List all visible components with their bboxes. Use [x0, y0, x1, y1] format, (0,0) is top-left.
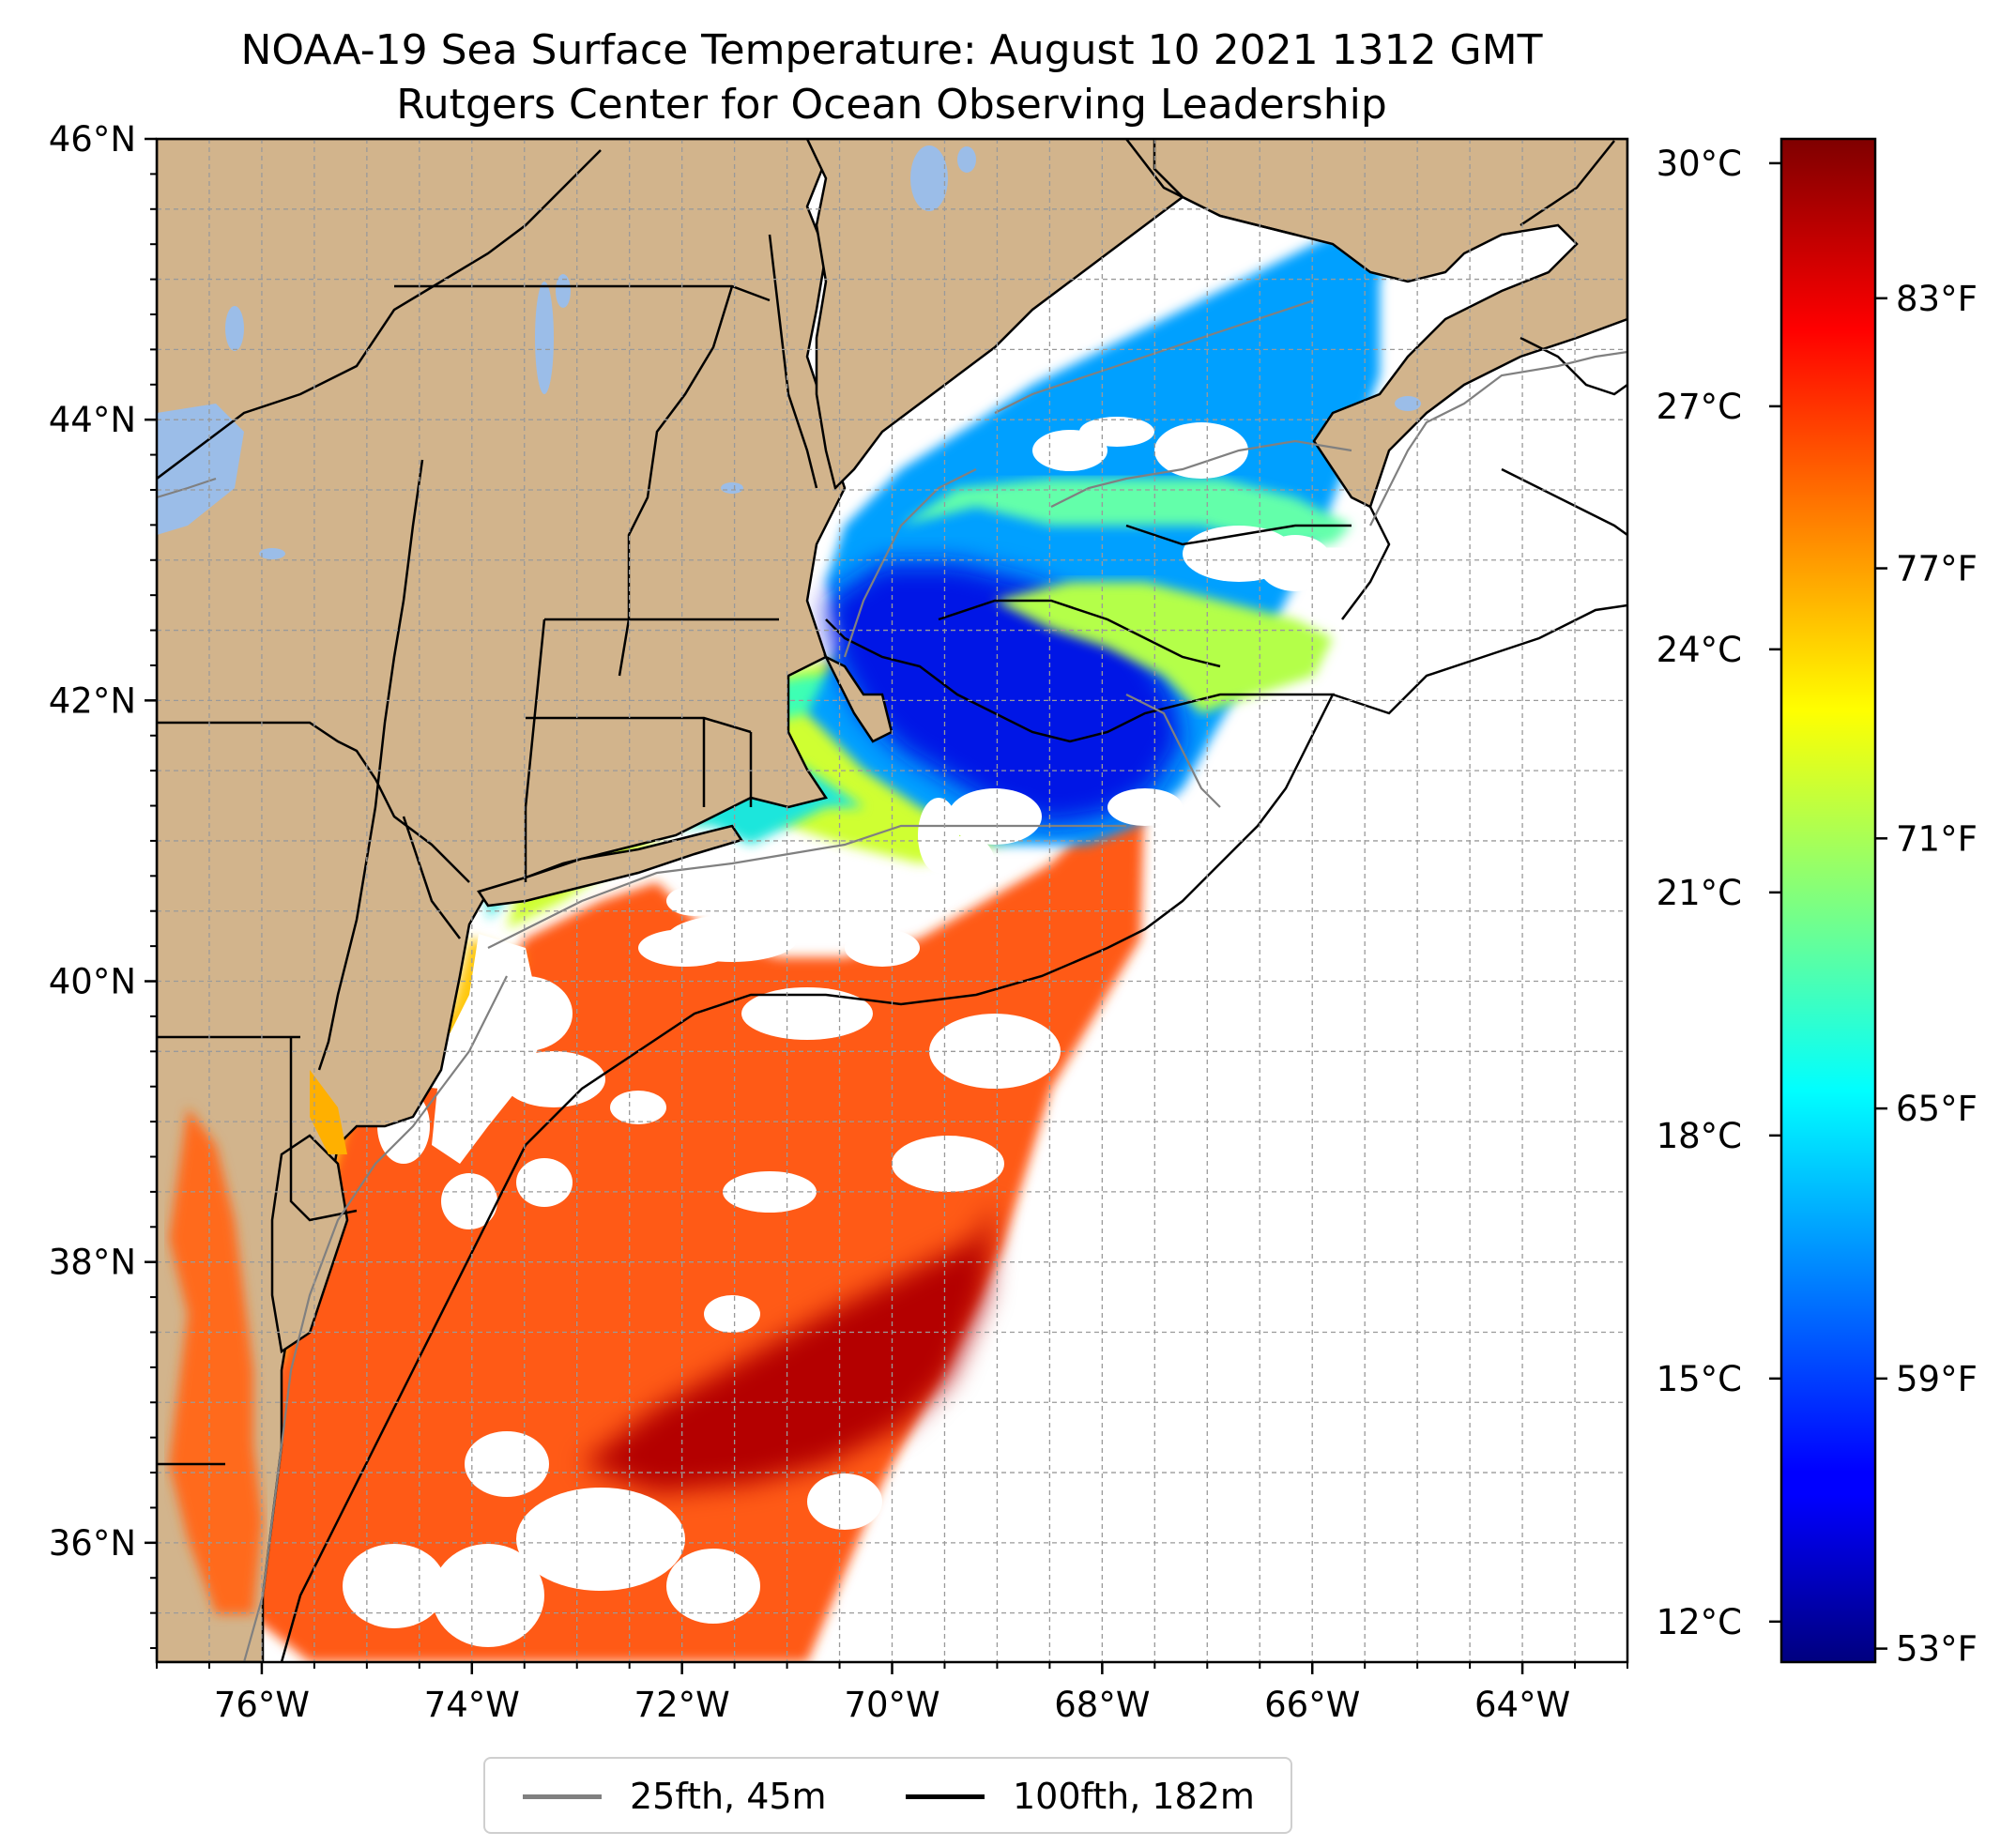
lon-tick-label: 70°W: [844, 1685, 939, 1725]
map-area: [157, 139, 1627, 1662]
land-maine-coast: [805, 139, 1184, 491]
celsius-tick-label: 24°C: [1657, 630, 1742, 670]
land: [157, 139, 1627, 1662]
chart-title: NOAA-19 Sea Surface Temperature: August …: [240, 26, 1543, 74]
lat-tick-label: 44°N: [49, 400, 136, 440]
colorbar-axes: 30°C 27°C 24°C 21°C 18°C 15°C 12°C 83°F 77°F 71°F…: [1657, 144, 1978, 1670]
lat-tick-label: 42°N: [49, 680, 136, 721]
sst-hot-core: [582, 1201, 995, 1492]
fahrenheit-tick-label: 59°F: [1896, 1359, 1978, 1399]
lon-tick-label: 66°W: [1264, 1685, 1360, 1725]
celsius-tick-label: 18°C: [1657, 1116, 1742, 1156]
fahrenheit-tick-label: 77°F: [1896, 549, 1978, 589]
lon-tick-label: 72°W: [634, 1685, 730, 1725]
fahrenheit-tick-label: 71°F: [1896, 818, 1978, 859]
fahrenheit-tick-label: 53°F: [1896, 1629, 1978, 1670]
fahrenheit-tick-label: 83°F: [1896, 279, 1978, 319]
legend-label-25fth: 25fth, 45m: [630, 1776, 827, 1817]
celsius-tick-label: 30°C: [1657, 144, 1742, 184]
colorbar: 30°C 27°C 24°C 21°C 18°C 15°C 12°C 83°F 77°F 71°F…: [1657, 137, 1978, 1670]
sst-warm-region: [225, 770, 1145, 1662]
lat-tick-label: 38°N: [49, 1243, 136, 1283]
lat-tick-label: 46°N: [49, 119, 136, 160]
lon-tick-label: 76°W: [214, 1685, 310, 1725]
estuaries: [169, 1070, 347, 1614]
contour-100fth: [280, 336, 1627, 1662]
land-nova-scotia: [1124, 139, 1627, 509]
lat-tick-label: 36°N: [49, 1523, 136, 1564]
lon-tick-label: 64°W: [1474, 1685, 1570, 1725]
legend-swatch-100fth: [906, 1794, 985, 1799]
lon-tick-label: 68°W: [1054, 1685, 1150, 1725]
legend: 25fth, 45m 100fth, 182m: [483, 1757, 1292, 1834]
legend-item-100fth: 100fth, 182m: [906, 1759, 1255, 1834]
legend-item-25fth: 25fth, 45m: [523, 1759, 827, 1834]
celsius-tick-label: 21°C: [1657, 873, 1742, 913]
lon-tick-label: 74°W: [424, 1685, 520, 1725]
colorbar-gradient: [1779, 137, 1877, 1664]
map-axes: 76°W 74°W 72°W 70°W 68°W 66°W 64°W 46°N 44°N 42°N…: [49, 119, 1628, 1725]
land-long-island: [477, 824, 743, 908]
celsius-tick-label: 12°C: [1657, 1602, 1742, 1642]
fahrenheit-tick-label: 65°F: [1896, 1089, 1978, 1129]
chart-subtitle: Rutgers Center for Ocean Observing Leade…: [396, 81, 1387, 129]
legend-swatch-25fth: [523, 1794, 602, 1799]
land-cape-cod: [823, 654, 893, 743]
celsius-tick-label: 27°C: [1657, 387, 1742, 427]
lakes: [157, 145, 1421, 559]
gridlines: [157, 139, 1627, 1662]
legend-label-100fth: 100fth, 182m: [1013, 1776, 1255, 1817]
celsius-tick-label: 15°C: [1657, 1359, 1742, 1399]
lat-tick-label: 40°N: [49, 962, 136, 1002]
